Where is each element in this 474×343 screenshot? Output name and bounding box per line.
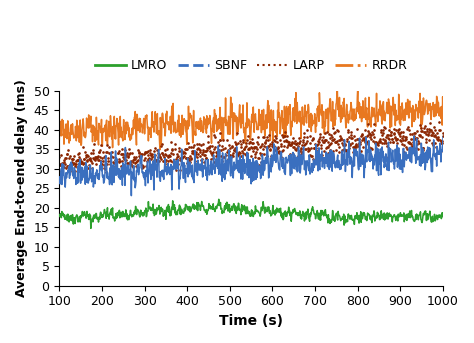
Y-axis label: Average End-to-end delay (ms): Average End-to-end delay (ms) [15, 79, 28, 297]
Legend: LMRO, SBNF, LARP, RRDR: LMRO, SBNF, LARP, RRDR [90, 54, 412, 77]
X-axis label: Time (s): Time (s) [219, 314, 283, 328]
